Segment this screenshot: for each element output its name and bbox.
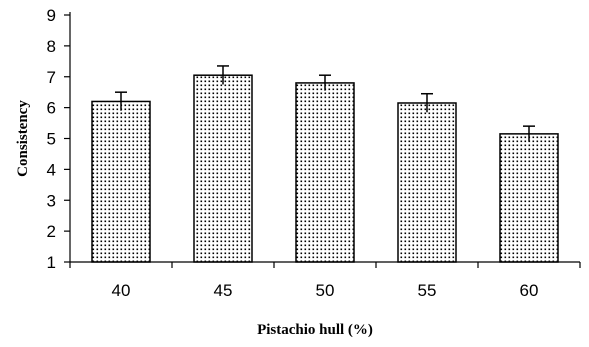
bars-group — [91, 74, 559, 263]
error-bars-group — [115, 65, 535, 142]
y-tick-label: 8 — [47, 37, 56, 56]
bar-60 — [499, 133, 559, 263]
bar-50 — [295, 82, 355, 263]
x-tick-label: 50 — [316, 281, 335, 300]
x-tick-label: 55 — [418, 281, 437, 300]
bar-40 — [91, 100, 151, 263]
x-tick-label: 40 — [112, 281, 131, 300]
y-tick-label: 9 — [47, 6, 56, 25]
x-axis: 40 45 50 55 60 — [69, 261, 581, 300]
x-axis-title: Pistachio hull (%) — [257, 322, 373, 338]
bar-45 — [193, 74, 253, 263]
y-tick-label: 5 — [47, 130, 56, 149]
y-axis: 1 2 3 4 5 6 7 8 9 — [47, 6, 71, 272]
bar-55 — [397, 102, 457, 263]
y-tick-label: 2 — [47, 222, 56, 241]
y-tick-label: 7 — [47, 68, 56, 87]
y-tick-label: 1 — [47, 253, 56, 272]
y-tick-label: 3 — [47, 191, 56, 210]
x-tick-label: 45 — [214, 281, 233, 300]
y-axis-title: Consistency — [15, 100, 31, 177]
y-tick-label: 6 — [47, 99, 56, 118]
y-tick-label: 4 — [47, 160, 56, 179]
x-tick-label: 60 — [520, 281, 539, 300]
